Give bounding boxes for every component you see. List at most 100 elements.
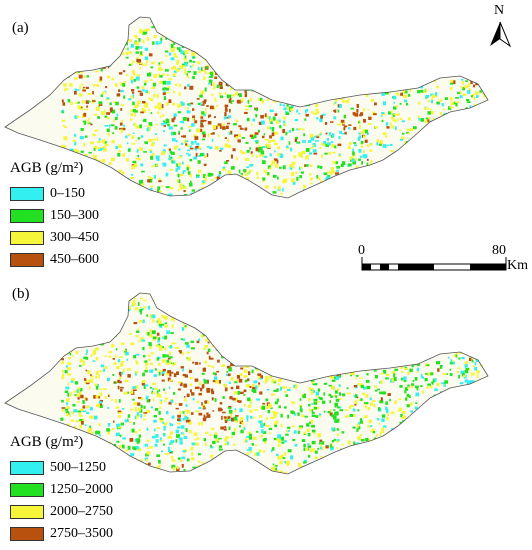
agb-pixel: [185, 30, 189, 33]
agb-pixel: [279, 30, 283, 34]
agb-pixel: [276, 325, 279, 330]
agb-pixel: [109, 124, 111, 128]
agb-pixel: [430, 108, 432, 111]
agb-pixel: [423, 441, 427, 444]
agb-pixel: [283, 304, 287, 307]
agb-pixel: [300, 166, 303, 169]
agb-pixel: [464, 333, 468, 337]
agb-pixel: [95, 375, 98, 379]
agb-pixel: [200, 334, 204, 338]
agb-pixel: [321, 185, 324, 189]
agb-pixel: [140, 135, 144, 138]
agb-pixel: [269, 80, 272, 83]
agb-pixel: [418, 159, 422, 163]
agb-pixel: [386, 298, 389, 301]
agb-pixel: [406, 177, 411, 181]
agb-pixel: [273, 199, 275, 203]
agb-pixel: [453, 441, 456, 445]
agb-pixel: [140, 111, 144, 114]
agb-pixel: [85, 369, 88, 372]
agb-pixel: [460, 310, 462, 314]
agb-pixel: [230, 57, 234, 62]
agb-pixel: [402, 44, 405, 48]
agb-pixel: [66, 402, 68, 406]
agb-pixel: [481, 439, 486, 442]
agb-pixel: [173, 53, 177, 57]
agb-pixel: [307, 443, 310, 446]
agb-pixel: [282, 457, 286, 460]
agb-pixel: [202, 180, 205, 184]
agb-pixel: [302, 72, 306, 76]
agb-pixel: [475, 170, 478, 174]
agb-pixel: [168, 386, 171, 389]
agb-pixel: [293, 331, 297, 334]
agb-pixel: [217, 123, 222, 126]
agb-pixel: [206, 153, 209, 157]
agb-pixel: [374, 306, 378, 311]
agb-pixel: [378, 407, 381, 411]
agb-pixel: [68, 24, 70, 28]
agb-pixel: [348, 163, 352, 167]
agb-pixel: [147, 108, 150, 111]
agb-pixel: [409, 51, 413, 54]
agb-pixel: [473, 296, 477, 300]
agb-pixel: [148, 128, 151, 131]
agb-pixel: [73, 390, 76, 393]
agb-pixel: [164, 322, 167, 325]
agb-pixel: [271, 127, 275, 130]
agb-pixel: [475, 69, 478, 74]
agb-pixel: [238, 99, 241, 104]
agb-pixel: [139, 30, 144, 34]
agb-pixel: [63, 126, 67, 128]
agb-pixel: [357, 25, 362, 30]
agb-pixel: [405, 102, 409, 106]
agb-pixel: [353, 301, 357, 303]
agb-pixel: [248, 60, 250, 64]
agb-pixel: [186, 167, 189, 171]
agb-pixel: [414, 435, 417, 439]
agb-pixel: [418, 45, 421, 48]
agb-pixel: [150, 142, 154, 147]
agb-pixel: [99, 78, 102, 83]
agb-pixel: [330, 121, 334, 123]
agb-pixel: [106, 175, 109, 179]
agb-pixel: [103, 388, 107, 390]
agb-pixel: [467, 348, 471, 353]
agb-pixel: [263, 422, 266, 426]
agb-pixel: [225, 466, 228, 469]
agb-pixel: [396, 22, 399, 27]
agb-pixel: [113, 324, 116, 326]
agb-pixel: [267, 473, 272, 474]
agb-pixel: [342, 459, 345, 462]
agb-pixel: [71, 338, 75, 342]
agb-pixel: [89, 328, 92, 333]
agb-pixel: [331, 440, 335, 443]
agb-pixel: [481, 79, 483, 82]
agb-pixel: [470, 185, 473, 188]
agb-pixel: [252, 436, 257, 440]
agb-pixel: [72, 139, 76, 142]
agb-pixel: [132, 398, 135, 401]
agb-pixel: [246, 384, 250, 388]
agb-pixel: [339, 70, 342, 74]
agb-pixel: [298, 152, 302, 157]
agb-pixel: [206, 51, 209, 55]
agb-pixel: [118, 415, 122, 418]
agb-pixel: [74, 337, 79, 341]
agb-pixel: [331, 414, 334, 418]
agb-pixel: [120, 108, 123, 111]
agb-pixel: [176, 47, 180, 50]
agb-pixel: [84, 378, 87, 381]
agb-pixel: [338, 136, 341, 139]
agb-pixel: [334, 460, 338, 464]
agb-pixel: [352, 151, 355, 156]
agb-pixel: [93, 155, 97, 157]
agb-pixel: [136, 103, 139, 107]
agb-pixel: [280, 351, 284, 355]
agb-pixel: [374, 167, 378, 169]
agb-pixel: [381, 168, 384, 173]
agb-pixel: [358, 89, 360, 94]
agb-pixel: [480, 157, 484, 161]
agb-pixel: [370, 338, 372, 341]
agb-pixel: [367, 337, 372, 340]
